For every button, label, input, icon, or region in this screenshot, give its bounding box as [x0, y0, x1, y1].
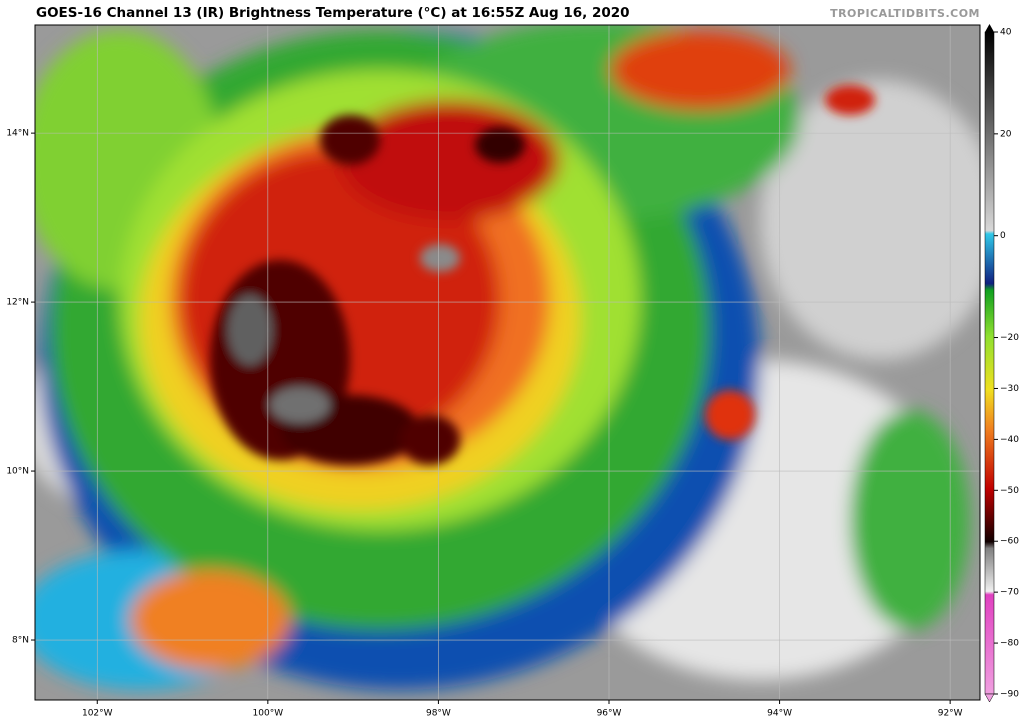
- colorbar-label: −60: [1000, 537, 1019, 547]
- lon-label: 100°W: [253, 709, 284, 719]
- colorbar-label: 40: [1000, 28, 1012, 38]
- imagery: [35, 25, 980, 700]
- colorbar-label: 0: [1000, 231, 1006, 241]
- map-frame: [34, 24, 981, 701]
- watermark: TROPICALTIDBITS.COM: [830, 7, 980, 20]
- colorbar-extend-bottom: [984, 693, 995, 703]
- colorbar-label: −80: [1000, 639, 1019, 649]
- colorbar: [984, 31, 995, 695]
- lat-label: 12°N: [6, 298, 29, 308]
- lat-label: 14°N: [6, 129, 29, 139]
- colorbar-extend-top: [985, 24, 994, 32]
- colorbar-label: 20: [1000, 129, 1012, 139]
- colorbar-label: −40: [1000, 435, 1019, 445]
- lon-label: 92°W: [938, 709, 963, 719]
- lon-label: 96°W: [597, 709, 622, 719]
- colorbar-label: −20: [1000, 333, 1019, 343]
- lon-label: 94°W: [767, 709, 792, 719]
- colorbar-label: −90: [1000, 690, 1019, 700]
- graticule: [35, 25, 980, 700]
- colorbar-label: −50: [1000, 486, 1019, 496]
- lat-label: 8°N: [12, 636, 29, 646]
- lon-label: 98°W: [426, 709, 451, 719]
- colorbar-label: −70: [1000, 588, 1019, 598]
- title: GOES-16 Channel 13 (IR) Brightness Tempe…: [36, 5, 630, 21]
- colorbar-label: −30: [1000, 384, 1019, 394]
- lat-label: 10°N: [6, 467, 29, 477]
- lon-label: 102°W: [82, 709, 113, 719]
